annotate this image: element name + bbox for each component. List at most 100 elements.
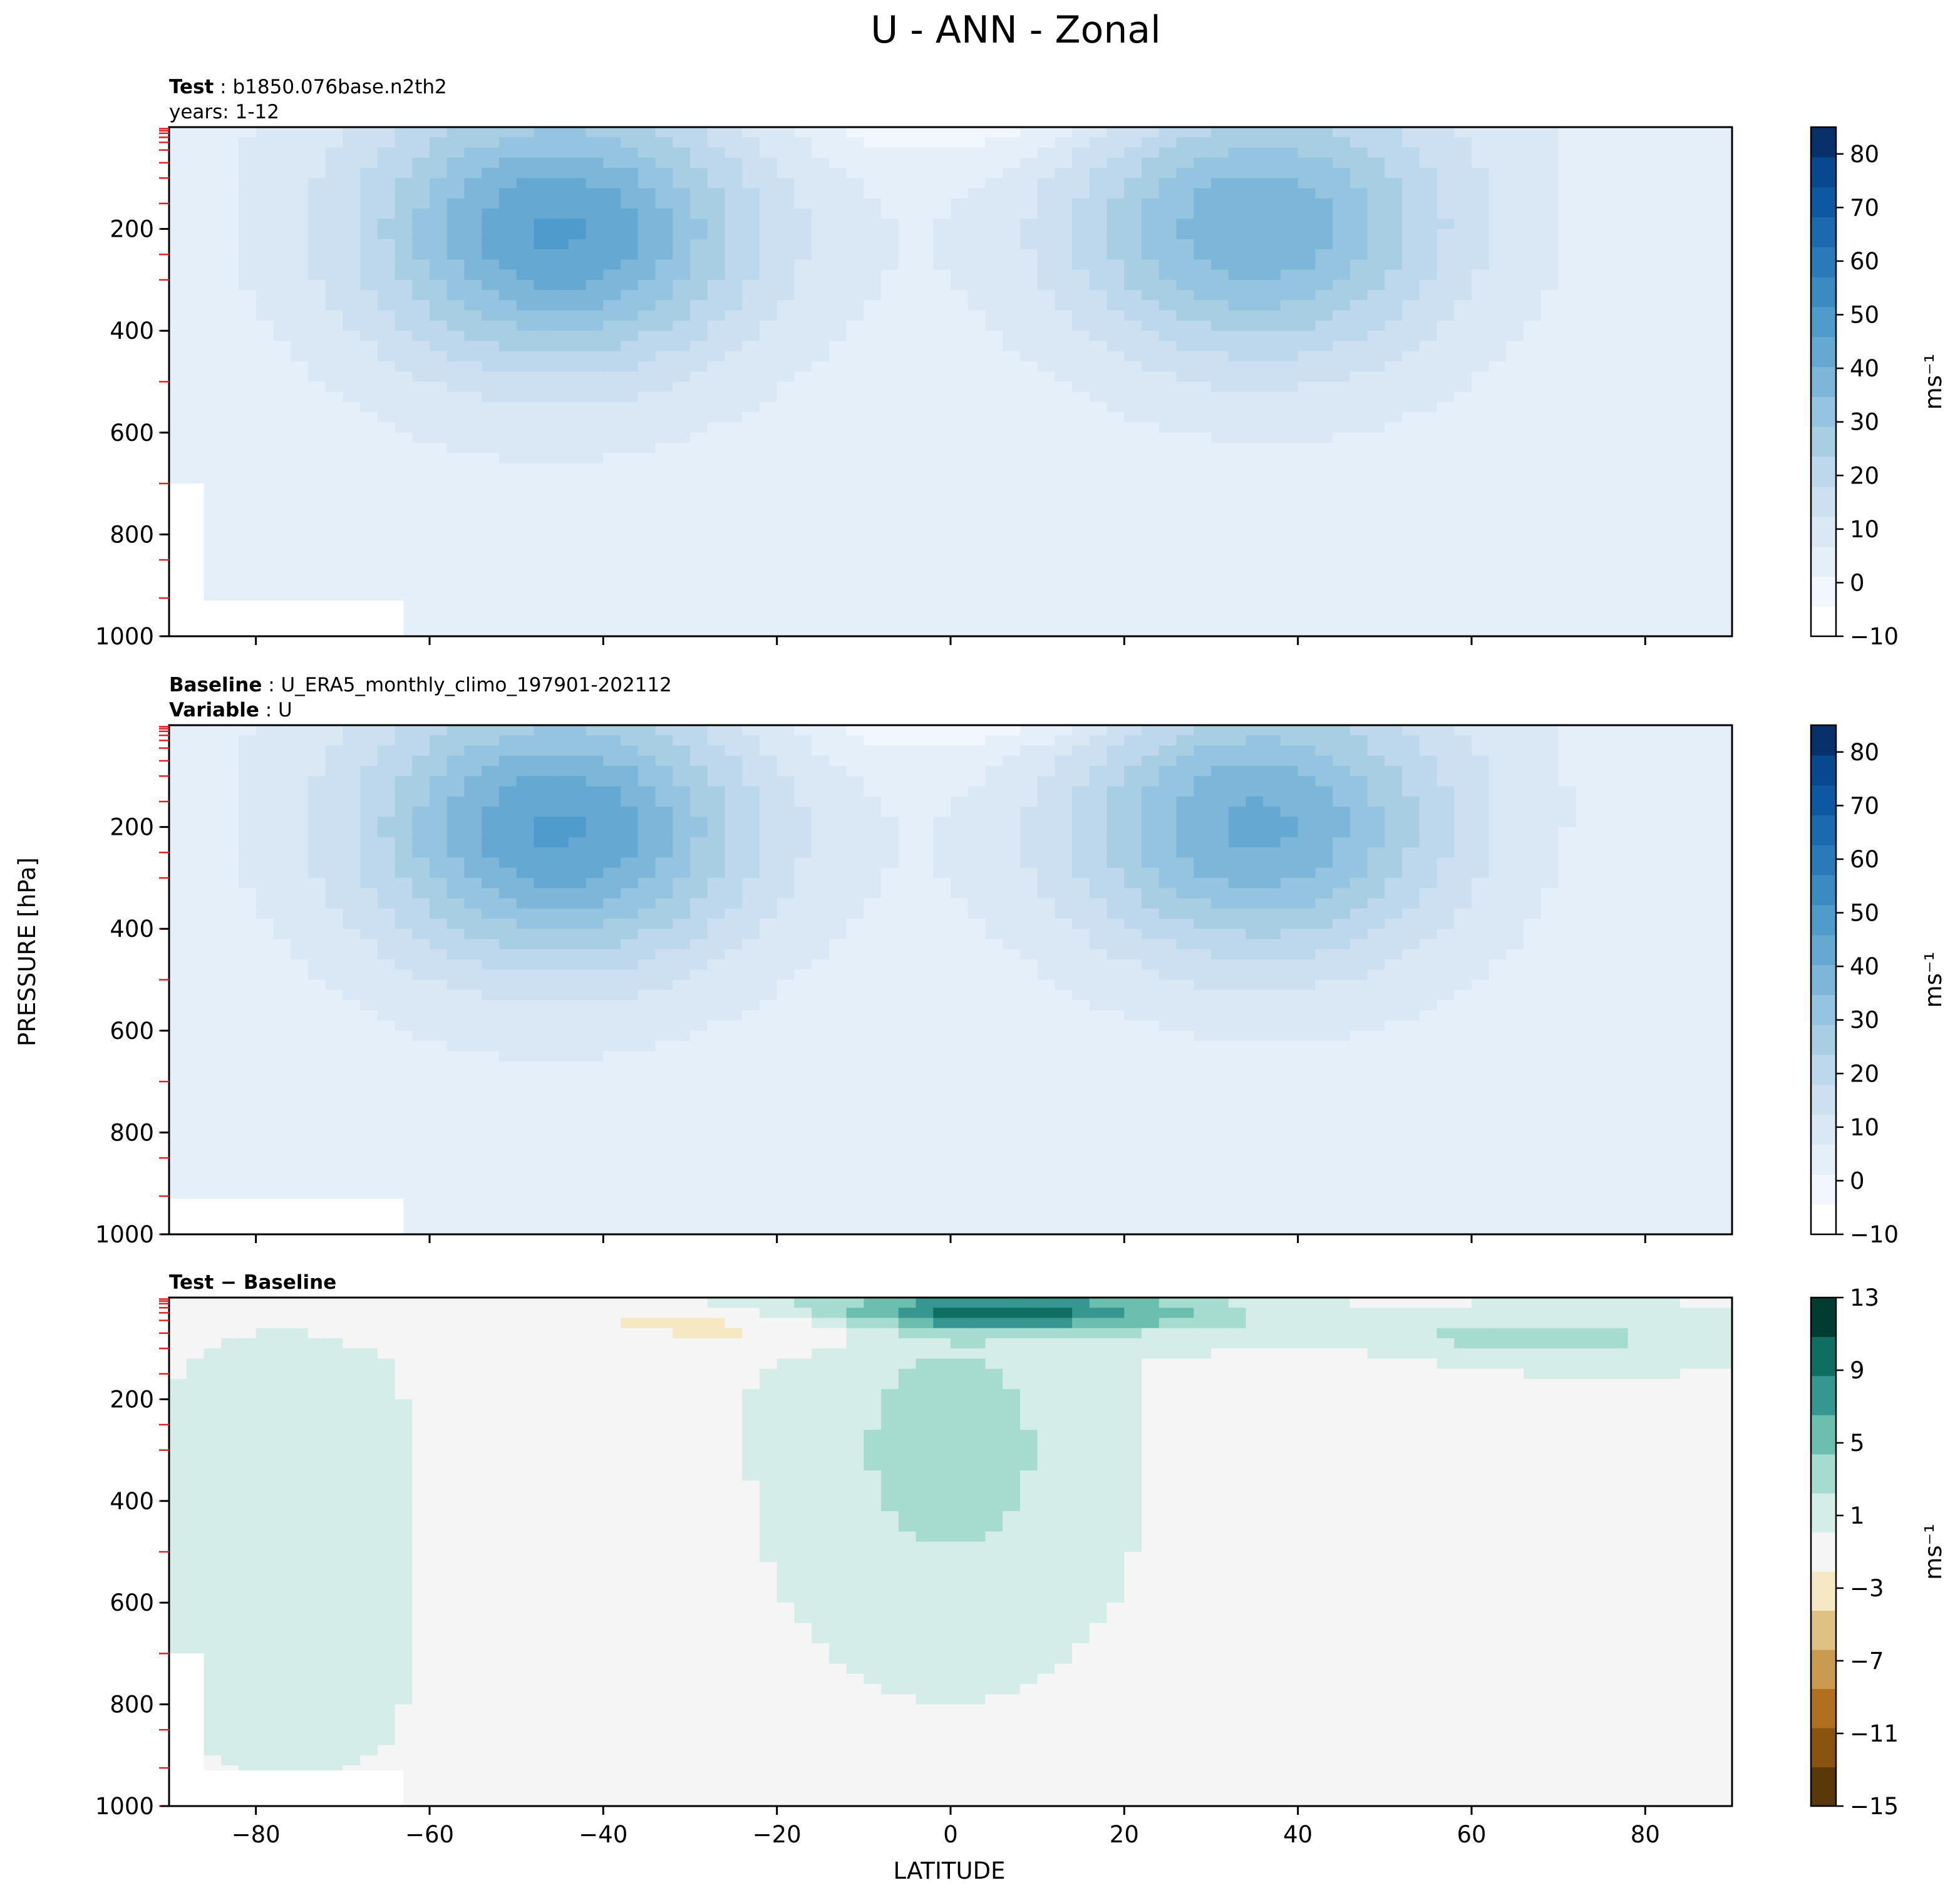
heatmap-cell: [204, 219, 222, 230]
heatmap-cell: [967, 616, 986, 627]
heatmap-cell: [169, 1082, 187, 1092]
heatmap-cell: [759, 351, 778, 362]
heatmap-cell: [360, 524, 378, 535]
heatmap-cell: [1385, 391, 1403, 403]
heatmap-cell: [482, 310, 500, 321]
heatmap-cell: [1367, 473, 1385, 484]
heatmap-cell: [1194, 137, 1212, 148]
heatmap-cell: [204, 514, 222, 525]
heatmap-cell: [360, 361, 378, 372]
heatmap-cell: [221, 1020, 239, 1031]
heatmap-cell: [898, 503, 917, 515]
heatmap-cell: [1280, 371, 1299, 383]
heatmap-cell: [1089, 463, 1108, 474]
heatmap-cell: [1679, 147, 1698, 158]
heatmap-cell: [1540, 320, 1559, 331]
heatmap-cell: [221, 929, 239, 940]
heatmap-cell: [325, 432, 343, 443]
heatmap-cell: [395, 453, 413, 464]
heatmap-cell: [1333, 259, 1351, 271]
heatmap-cell: [1315, 259, 1333, 271]
heatmap-cell: [1663, 381, 1681, 393]
heatmap-cell: [498, 575, 517, 586]
heatmap-cell: [377, 229, 396, 240]
heatmap-cell: [655, 554, 673, 565]
heatmap-cell: [169, 432, 187, 443]
heatmap-cell: [1402, 310, 1420, 321]
heatmap-cell: [673, 178, 691, 189]
heatmap-cell: [1106, 524, 1125, 535]
heatmap-cell: [1506, 279, 1524, 291]
heatmap-cell: [1472, 565, 1490, 576]
heatmap-cell: [707, 391, 726, 403]
heatmap-cell: [1367, 188, 1385, 199]
heatmap-cell: [1349, 412, 1368, 423]
heatmap-cell: [1524, 412, 1542, 423]
heatmap-cell: [1194, 412, 1212, 423]
heatmap-cell: [1663, 168, 1681, 178]
heatmap-cell: [794, 310, 812, 321]
heatmap-cell: [307, 147, 326, 158]
heatmap-cell: [1211, 503, 1229, 515]
heatmap-cell: [1297, 239, 1316, 250]
heatmap-cell: [881, 290, 899, 301]
heatmap-cell: [307, 168, 326, 178]
heatmap-cell: [1297, 300, 1316, 311]
heatmap-cell: [291, 310, 309, 321]
heatmap-cell: [1715, 575, 1733, 586]
heatmap-cell: [621, 626, 639, 637]
heatmap-cell: [204, 127, 222, 138]
heatmap-cell: [169, 351, 187, 362]
heatmap-cell: [291, 857, 309, 869]
heatmap-cell: [255, 877, 274, 889]
heatmap-cell: [430, 127, 448, 138]
heatmap-cell: [1385, 554, 1403, 565]
heatmap-cell: [967, 320, 986, 331]
heatmap-cell: [1055, 514, 1073, 525]
heatmap-cell: [812, 565, 830, 576]
heatmap-cell: [255, 1152, 274, 1164]
heatmap-cell: [1263, 432, 1281, 443]
heatmap-cell: [864, 137, 882, 148]
heatmap-cell: [864, 209, 882, 219]
heatmap-cell: [291, 157, 309, 168]
heatmap-cell: [1349, 626, 1368, 637]
heatmap-cell: [585, 575, 604, 586]
heatmap-cell: [794, 626, 812, 637]
heatmap-cell: [1106, 606, 1125, 617]
heatmap-cell: [1610, 402, 1629, 413]
heatmap-cell: [1524, 381, 1542, 393]
heatmap-cell: [1158, 331, 1177, 342]
heatmap-cell: [273, 290, 291, 301]
heatmap-cell: [1003, 168, 1021, 178]
heatmap-cell: [1540, 157, 1559, 168]
heatmap-cell: [377, 219, 396, 230]
heatmap-cell: [725, 331, 743, 342]
heatmap-cell: [1506, 259, 1524, 271]
heatmap-cell: [1297, 381, 1316, 393]
heatmap-cell: [221, 949, 239, 960]
heatmap-cell: [776, 310, 795, 321]
heatmap-cell: [291, 1010, 309, 1021]
heatmap-cell: [221, 575, 239, 586]
heatmap-cell: [1176, 443, 1194, 453]
heatmap-cell: [1037, 585, 1055, 596]
heatmap-cell: [430, 269, 448, 281]
heatmap-cell: [482, 157, 500, 168]
heatmap-cell: [482, 595, 500, 606]
heatmap-cell: [967, 157, 986, 168]
heatmap-cell: [1436, 616, 1455, 627]
heatmap-cell: [1524, 290, 1542, 301]
heatmap-cell: [221, 565, 239, 576]
heatmap-cell: [186, 473, 205, 484]
heatmap-cell: [881, 269, 899, 281]
heatmap-cell: [1263, 361, 1281, 372]
heatmap-cell: [985, 554, 1003, 565]
heatmap-cell: [291, 1122, 309, 1133]
heatmap-cell: [828, 514, 847, 525]
heatmap-cell: [255, 1030, 274, 1041]
heatmap-cell: [828, 473, 847, 484]
heatmap-cell: [637, 606, 656, 617]
colorbar-tick-label: 80: [1850, 141, 1879, 168]
heatmap-cell: [1506, 290, 1524, 301]
